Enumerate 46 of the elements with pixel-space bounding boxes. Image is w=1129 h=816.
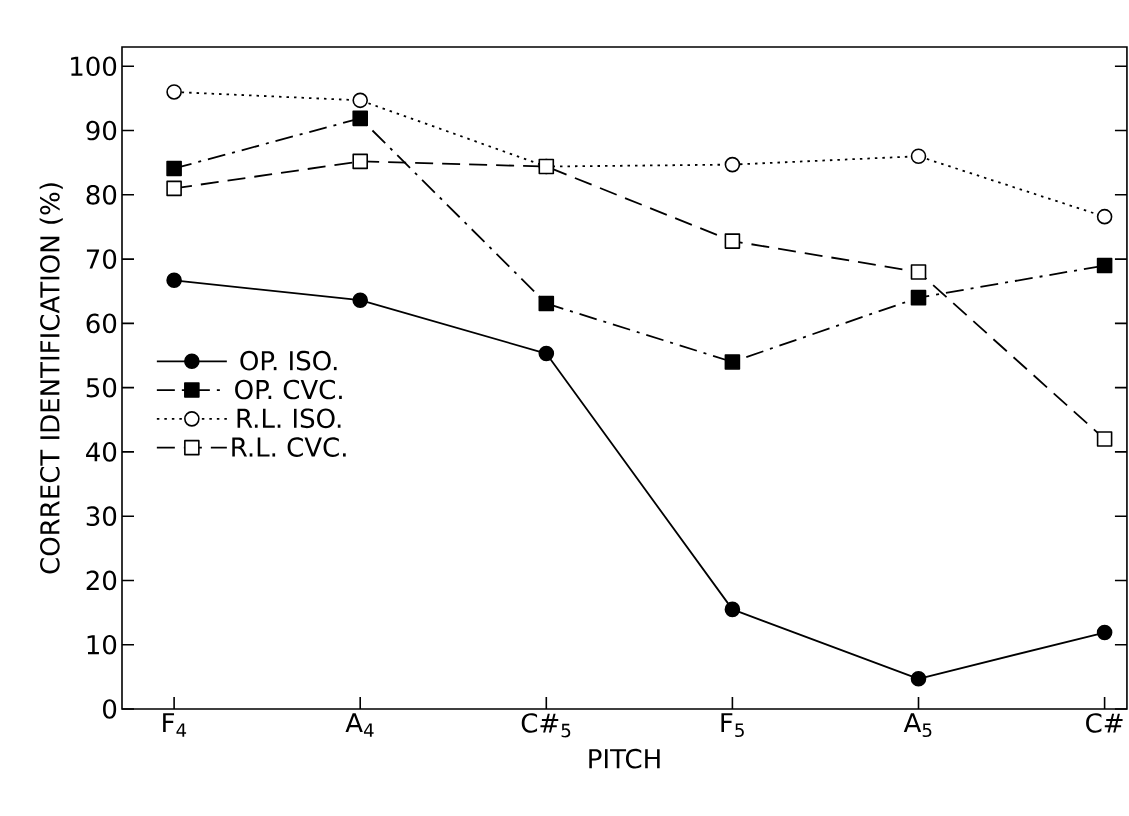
x-tick-label: C#$_{5}$ — [521, 713, 571, 738]
y-tick-label: 30 — [86, 506, 117, 527]
point — [166, 160, 182, 177]
legend-label: R.L. CVC. — [232, 437, 346, 457]
point — [166, 272, 182, 289]
point — [724, 601, 741, 618]
legend-label: R.L. ISO. — [237, 408, 341, 429]
point — [166, 84, 182, 100]
point — [352, 292, 368, 309]
y-tick-label: 20 — [86, 570, 117, 591]
y-tick-label: 100 — [71, 56, 117, 77]
y-tick-label: 50 — [86, 377, 117, 398]
x-tick-label: A$_{5}$ — [903, 713, 932, 738]
point — [910, 148, 927, 165]
y-tick-label: 40 — [86, 442, 117, 462]
point — [724, 354, 741, 370]
x-tick-label: C# — [1086, 713, 1123, 733]
point — [910, 670, 927, 687]
point — [166, 180, 182, 197]
point — [724, 233, 741, 249]
point — [1096, 257, 1113, 274]
point — [910, 264, 927, 280]
y-tick-label: 60 — [86, 313, 117, 334]
legend-label: OP. CVC. — [235, 379, 342, 400]
y-tick-label: 10 — [87, 634, 117, 655]
point — [352, 110, 368, 127]
legend-label: OP. ISO. — [240, 350, 337, 371]
y-tick-label: 90 — [86, 120, 117, 141]
point — [538, 345, 555, 362]
point — [352, 153, 368, 170]
point — [538, 158, 555, 175]
point — [538, 295, 555, 312]
point — [352, 92, 368, 109]
x-tick-label: A$_{4}$ — [345, 713, 374, 737]
point — [910, 289, 927, 306]
x-tick-label: F$_{4}$ — [163, 713, 187, 737]
point — [1096, 624, 1113, 641]
y-tick-label: 80 — [86, 184, 117, 205]
y-tick-label: 0 — [103, 699, 117, 719]
x-tick-label: F$_{5}$ — [721, 713, 744, 738]
y-tick-label: 70 — [86, 249, 117, 269]
point — [1096, 431, 1113, 447]
point — [724, 156, 741, 173]
y-axis-title: CORRECT IDENTIFICATION (%) — [39, 183, 63, 574]
x-axis-title: PITCH — [589, 748, 660, 769]
point — [1096, 208, 1113, 225]
